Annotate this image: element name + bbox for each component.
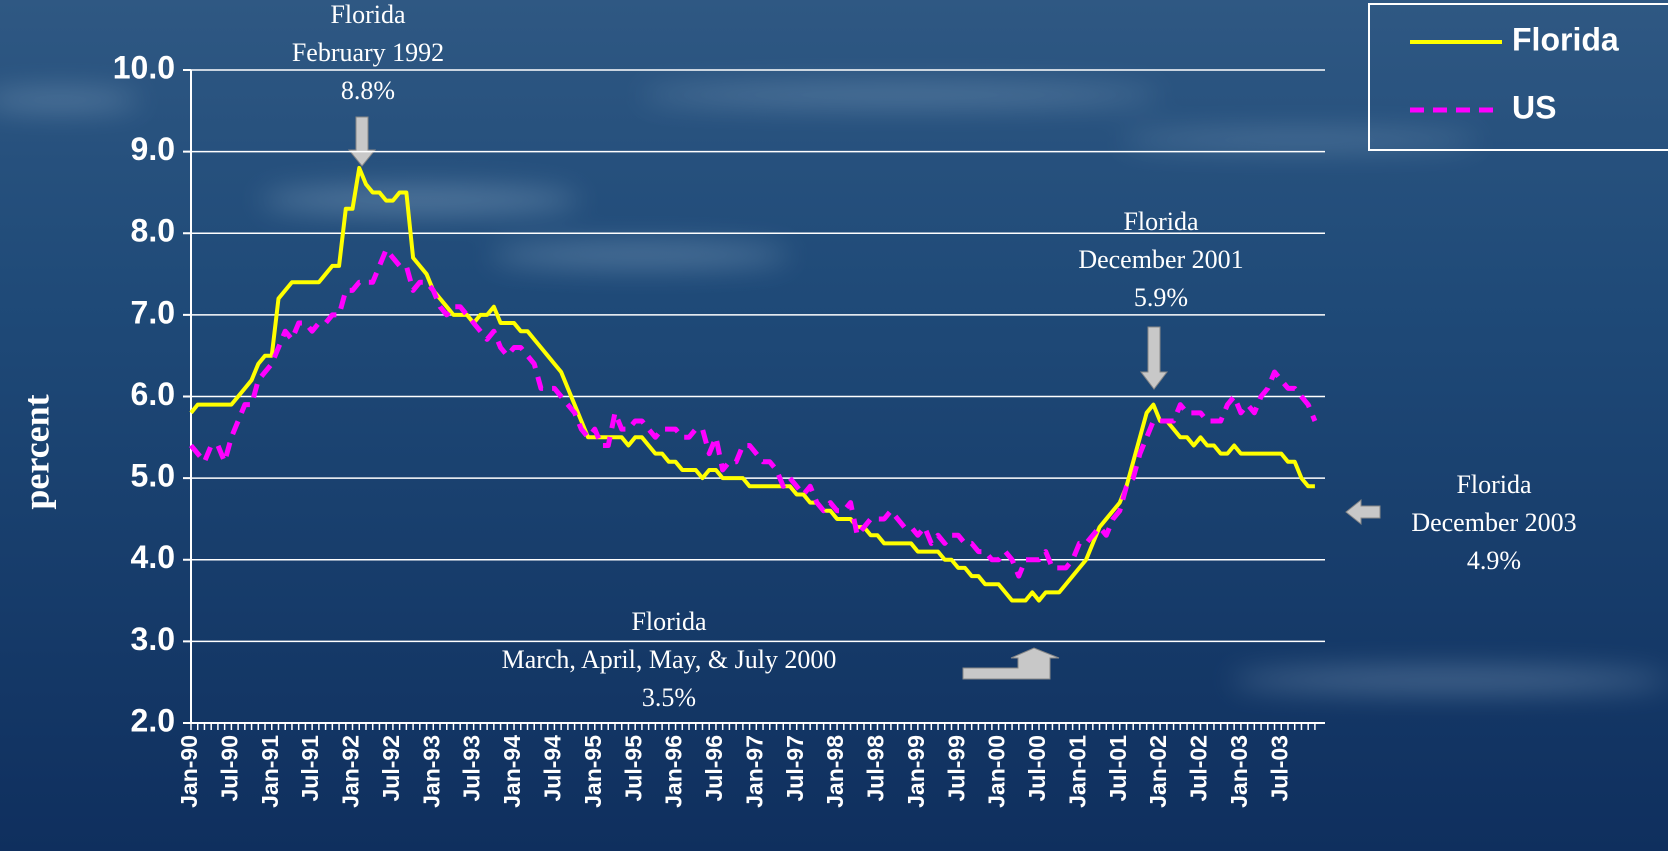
x-tick-label: Jan-03 [1226, 735, 1252, 808]
x-tick-label: Jan-00 [984, 735, 1010, 808]
x-tick-label: Jul-03 [1266, 735, 1292, 801]
y-tick-label: 8.0 [131, 213, 175, 249]
x-tick-label: Jul-98 [863, 735, 889, 802]
x-tick-label: Jan-98 [822, 735, 848, 808]
x-tick-label: Jul-01 [1105, 735, 1131, 802]
y-tick-label: 9.0 [131, 131, 175, 167]
x-tick-label: Jan-97 [741, 735, 767, 808]
x-tick-label: Jul-92 [378, 735, 404, 801]
x-tick-label: Jan-93 [418, 735, 444, 808]
x-tick-label: Jul-00 [1024, 735, 1050, 801]
y-tick-label: 2.0 [131, 702, 175, 738]
x-tick-label: Jan-91 [257, 735, 283, 808]
x-tick-label: Jul-02 [1186, 735, 1212, 801]
annotation: 8.8% [341, 76, 395, 105]
x-tick-label: Jul-94 [539, 735, 565, 802]
x-tick-label: Jul-97 [782, 735, 808, 801]
x-tick-label: Jan-99 [903, 735, 929, 808]
x-tick-label: Jul-93 [459, 735, 485, 801]
y-axis-label: percent [16, 394, 56, 509]
legend-label: Florida [1512, 21, 1619, 57]
annotation: 3.5% [642, 683, 696, 712]
annotation: December 2001 [1078, 245, 1243, 274]
annotation: February 1992 [292, 38, 444, 67]
annotation: December 2003 [1411, 508, 1576, 537]
y-tick-label: 5.0 [131, 458, 175, 494]
y-tick-label: 3.0 [131, 621, 175, 657]
annotation: 5.9% [1134, 283, 1188, 312]
x-tick-label: Jul-95 [620, 735, 646, 802]
x-tick-label: Jan-90 [176, 735, 202, 808]
y-tick-label: 10.0 [113, 49, 175, 85]
chart: percent 2.0 3.0 4.0 5.0 6.0 7.0 8.0 9.0 10.0 Jan-… [0, 0, 1668, 851]
x-tick-label: Jul-96 [701, 735, 727, 801]
x-tick-label: Jul-90 [216, 735, 242, 801]
annotation: Florida [1123, 207, 1199, 236]
annotation: Florida [631, 607, 707, 636]
annotation: March, April, May, & July 2000 [502, 645, 837, 674]
x-tick-label: Jan-94 [499, 735, 525, 808]
y-tick-label: 7.0 [131, 294, 175, 330]
x-tick-label: Jan-92 [338, 735, 364, 808]
annotation: Florida [1456, 470, 1532, 499]
x-tick-label: Jan-01 [1064, 735, 1090, 808]
y-tick-label: 6.0 [131, 376, 175, 412]
annotation: 4.9% [1467, 546, 1521, 575]
x-tick-label: Jan-95 [580, 735, 606, 808]
x-tick-label: Jul-91 [297, 735, 323, 802]
x-tick-label: Jul-99 [943, 735, 969, 801]
annotation: Florida [330, 0, 406, 29]
y-tick-label: 4.0 [131, 539, 175, 575]
legend-label: US [1512, 89, 1556, 125]
x-tick-label: Jan-02 [1145, 735, 1171, 808]
x-tick-label: Jan-96 [661, 735, 687, 808]
